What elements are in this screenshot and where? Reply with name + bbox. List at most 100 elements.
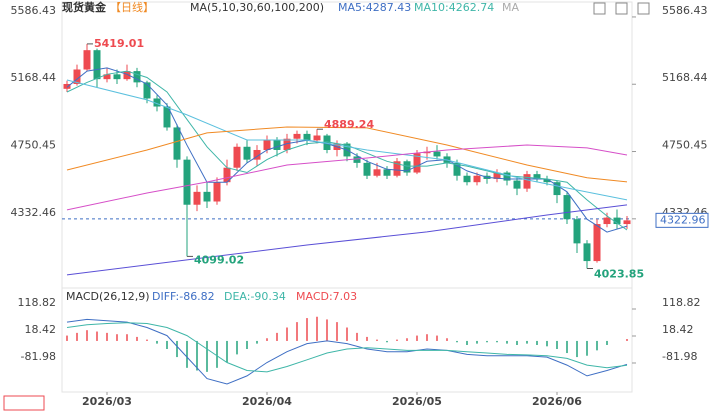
candle-body	[553, 182, 561, 196]
last-price-box	[655, 212, 709, 228]
macd-frame	[61, 287, 633, 393]
candle-body	[613, 217, 621, 225]
diff-legend: DIFF:-86.82	[152, 290, 215, 303]
candle-body	[563, 195, 571, 220]
ma-line	[66, 144, 628, 211]
candle-body	[153, 98, 161, 107]
x-tick-label: 2026/05	[392, 395, 442, 408]
candle-body	[463, 175, 471, 183]
candle-body	[143, 82, 151, 99]
ma10-legend: MA10:4262.74	[414, 1, 494, 14]
candle-body	[73, 69, 81, 84]
candle-body	[123, 71, 131, 80]
icon[interactable]	[615, 2, 628, 15]
candle-body	[473, 175, 481, 183]
candle-body	[303, 133, 311, 141]
candle-body	[233, 146, 241, 168]
ma-line	[66, 204, 628, 276]
ma5-legend: MA5:4287.43	[338, 1, 411, 14]
candle-body	[513, 180, 521, 189]
candle-body	[373, 169, 381, 176]
x-tick-label: 2026/04	[242, 395, 292, 408]
candle-body	[63, 83, 71, 89]
candle-body	[103, 74, 111, 80]
y-tick-label: 4750.45	[11, 139, 57, 152]
candle-body	[453, 162, 461, 176]
candle-body	[283, 138, 291, 150]
candle-body	[243, 146, 251, 160]
candle-body	[403, 161, 411, 173]
chart-title: 现货黄金	[62, 0, 107, 14]
x-tick-label: 2026/06	[532, 395, 582, 408]
candle-body	[383, 169, 391, 176]
candle-body	[573, 219, 581, 244]
candle-body	[623, 220, 631, 225]
ma-more[interactable]: MA	[502, 1, 519, 14]
candle-body	[133, 71, 141, 83]
period-switch[interactable]	[3, 395, 45, 411]
candle-body	[353, 156, 361, 163]
y-tick-label: 4750.45	[662, 139, 708, 152]
ma-line	[66, 70, 628, 231]
y-tick-label: 18.42	[662, 323, 694, 336]
candle-body	[193, 191, 201, 205]
candle-body	[583, 243, 591, 262]
x-tick-label: 2026/03	[82, 395, 132, 408]
y-tick-label: 5586.43	[662, 4, 708, 17]
y-tick-label: 118.82	[662, 296, 701, 309]
candle-body	[253, 149, 261, 160]
candle-body	[393, 161, 401, 176]
ma-line	[66, 318, 628, 385]
last-price: 4322.96	[660, 213, 706, 226]
y-tick-label: 18.42	[25, 323, 57, 336]
candle-body	[293, 133, 301, 139]
candle-body	[433, 151, 441, 157]
candle-body	[203, 191, 211, 202]
y-tick-label: 5586.43	[11, 4, 57, 17]
candle-body	[173, 127, 181, 160]
candle-body	[273, 140, 281, 150]
y-tick-label: 5168.44	[11, 71, 57, 84]
candle-body	[363, 162, 371, 176]
icon[interactable]	[593, 2, 606, 15]
ma-line	[66, 79, 628, 201]
dea-legend: DEA:-90.34	[224, 290, 286, 303]
candle-body	[113, 74, 121, 80]
candle-body	[533, 174, 541, 179]
candle-body	[163, 106, 171, 128]
candle-body	[603, 217, 611, 225]
icon[interactable]	[637, 2, 650, 15]
candle-body	[503, 172, 511, 181]
ma-line	[66, 322, 628, 373]
toolbar-icons[interactable]	[3, 2, 650, 411]
indicator-label[interactable]: MA(5,10,30,60,100,200)	[190, 1, 324, 14]
y-tick-label: 4332.46	[11, 206, 57, 219]
candle-body	[543, 178, 551, 183]
candle-body	[93, 50, 101, 80]
candle-body	[413, 153, 421, 173]
candle-body	[83, 50, 91, 70]
y-tick-label: 5168.44	[662, 71, 708, 84]
candle-body	[523, 174, 531, 189]
y-tick-label: -81.98	[662, 350, 697, 363]
macd-title: MACD(26,12,9)	[66, 290, 150, 303]
candle-body	[313, 135, 321, 141]
macd-legend: MACD:7.03	[296, 290, 357, 303]
candle-body	[223, 167, 231, 183]
candle-body	[593, 224, 601, 262]
candle-body	[183, 159, 191, 205]
annotation: 4099.02	[194, 253, 244, 266]
y-tick-label: 118.82	[18, 296, 57, 309]
ma-line	[66, 126, 628, 183]
period-label[interactable]: 【日线】	[110, 0, 154, 14]
y-tick-label: -81.98	[21, 350, 56, 363]
annotation: 5419.01	[94, 37, 144, 50]
candle-body	[213, 182, 221, 202]
candle-body	[263, 140, 271, 150]
annotation: 4889.24	[324, 118, 374, 131]
candle-body	[323, 135, 331, 150]
ma-line	[66, 67, 628, 233]
candle-body	[493, 172, 501, 179]
